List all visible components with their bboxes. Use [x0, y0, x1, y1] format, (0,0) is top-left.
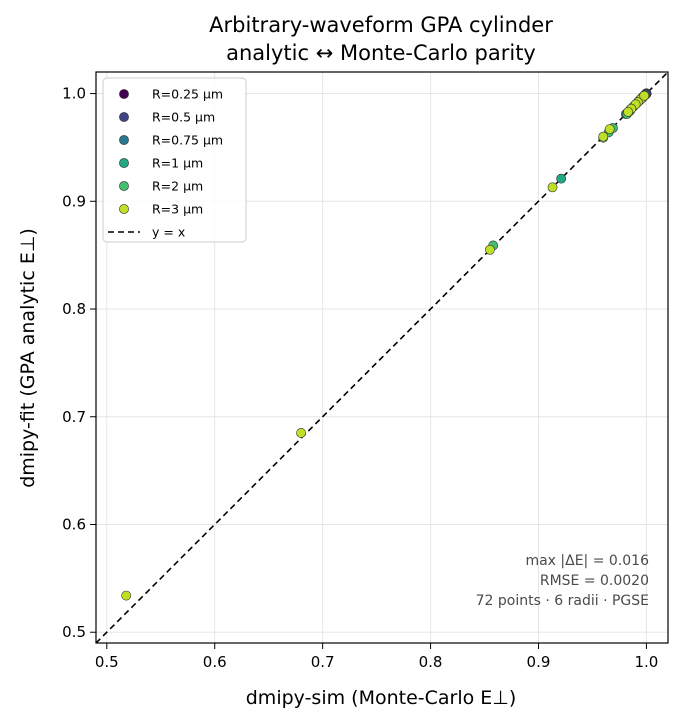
annotation-max-delta: max |ΔE| = 0.016 — [525, 553, 649, 569]
scatter-point — [604, 124, 615, 135]
chart-title: Arbitrary-waveform GPA cylinder analytic… — [209, 13, 553, 65]
legend-marker — [119, 135, 129, 145]
y-tick-label: 0.5 — [62, 623, 86, 641]
y-tick-label: 1.0 — [62, 85, 86, 103]
scatter-point — [296, 428, 306, 438]
legend-label: R=0.75 μm — [152, 133, 223, 148]
scatter-point — [485, 244, 495, 255]
x-tick-label: 0.9 — [527, 653, 551, 671]
x-tick-label: 1.0 — [634, 653, 658, 671]
legend-label: R=2 μm — [152, 179, 203, 194]
axis-ticks: 0.5 0.6 0.7 0.8 0.9 1.0 0.5 0.6 0.7 0.8 0.9 1.0 — [62, 85, 658, 671]
x-axis-label-text: dmipy-sim (Monte-Carlo E⊥) — [246, 687, 517, 709]
x-tick-label: 0.6 — [203, 653, 227, 671]
legend: R=0.25 μm R=0.5 μm R=0.75 μm R=1 μm R=2 μm R=… — [102, 77, 247, 243]
legend-marker — [119, 181, 129, 191]
scatter-point — [623, 106, 633, 117]
scatter-point — [556, 173, 567, 184]
y-tick-label: 0.7 — [62, 408, 86, 426]
stats-annotation: max |ΔE| = 0.016 RMSE = 0.0020 72 points… — [476, 553, 649, 609]
x-axis-label: dmipy-sim (Monte-Carlo E⊥) — [246, 687, 517, 709]
y-tick-label: 0.8 — [62, 300, 86, 318]
legend-label: R=0.25 μm — [152, 87, 223, 102]
legend-marker — [119, 158, 129, 168]
x-tick-label: 0.5 — [95, 653, 119, 671]
legend-marker — [119, 89, 129, 99]
scatter-point — [121, 590, 132, 601]
y-axis-label-text: dmipy-fit (GPA analytic E⊥) — [17, 228, 39, 488]
legend-label: y = x — [152, 225, 185, 240]
y-tick-label: 0.9 — [62, 192, 86, 210]
legend-marker — [119, 112, 129, 122]
y-tick-label: 0.6 — [62, 515, 86, 533]
legend-marker — [119, 204, 129, 214]
scatter-point — [598, 131, 609, 142]
legend-box — [102, 77, 247, 243]
x-tick-label: 0.7 — [311, 653, 335, 671]
legend-label: R=1 μm — [152, 156, 203, 171]
scatter-point — [639, 90, 650, 101]
x-tick-label: 0.8 — [419, 653, 443, 671]
plot-frame — [95, 71, 669, 644]
y-axis-label: dmipy-fit (GPA analytic E⊥) — [17, 228, 39, 488]
annotation-rmse: RMSE = 0.0020 — [540, 573, 649, 589]
chart-title-line-1: Arbitrary-waveform GPA cylinder — [209, 13, 553, 37]
legend-label: R=3 μm — [152, 202, 203, 217]
annotation-point-count: 72 points · 6 radii · PGSE — [476, 593, 649, 609]
reference-line-y-equals-x — [95, 71, 669, 644]
legend-label: R=0.5 μm — [152, 110, 215, 125]
grid — [96, 72, 668, 643]
scatter-point — [547, 182, 558, 193]
chart-title-line-2: analytic ↔ Monte-Carlo parity — [226, 41, 536, 65]
scatter-points — [121, 88, 652, 601]
legend-items: R=0.25 μm R=0.5 μm R=0.75 μm R=1 μm R=2 μm R=… — [108, 87, 223, 240]
